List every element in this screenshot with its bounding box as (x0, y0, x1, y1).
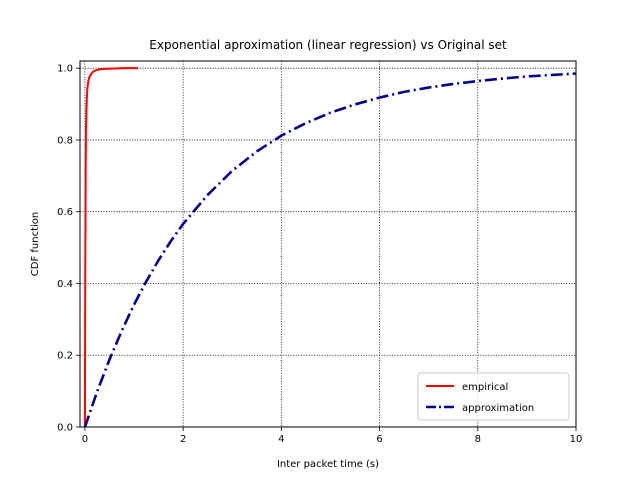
legend-label-empirical: empirical (462, 382, 508, 393)
x-axis-label: Inter packet time (s) (277, 459, 379, 470)
legend-box (417, 372, 570, 421)
chart-title: Exponential aproximation (linear regress… (149, 38, 507, 52)
x-tick-label: 8 (475, 434, 481, 445)
y-tick-label: 1.0 (57, 64, 73, 75)
y-tick-label: 0.8 (57, 135, 73, 146)
y-tick-label: 0.4 (57, 279, 73, 290)
x-tick-label: 2 (180, 434, 186, 445)
axis-ticks: 0 2 4 6 8 10 0.0 0.2 0.4 0.6 0.8 1.0 (57, 64, 582, 445)
x-tick-label: 4 (278, 434, 284, 445)
series-layer (83, 67, 576, 427)
series-line-empirical (83, 67, 138, 427)
y-tick-label: 0.2 (57, 351, 73, 362)
series-line-approximation (83, 72, 576, 427)
legend-label-approximation: approximation (462, 403, 534, 414)
y-tick-label: 0.6 (57, 207, 73, 218)
y-tick-label: 0.0 (57, 423, 73, 434)
x-tick-label: 6 (376, 434, 382, 445)
legend: empirical approximation (417, 372, 570, 421)
y-axis-label: CDF function (30, 212, 41, 276)
plot-frame (79, 60, 577, 428)
x-tick-label: 0 (82, 434, 88, 445)
x-tick-label: 10 (570, 434, 583, 445)
